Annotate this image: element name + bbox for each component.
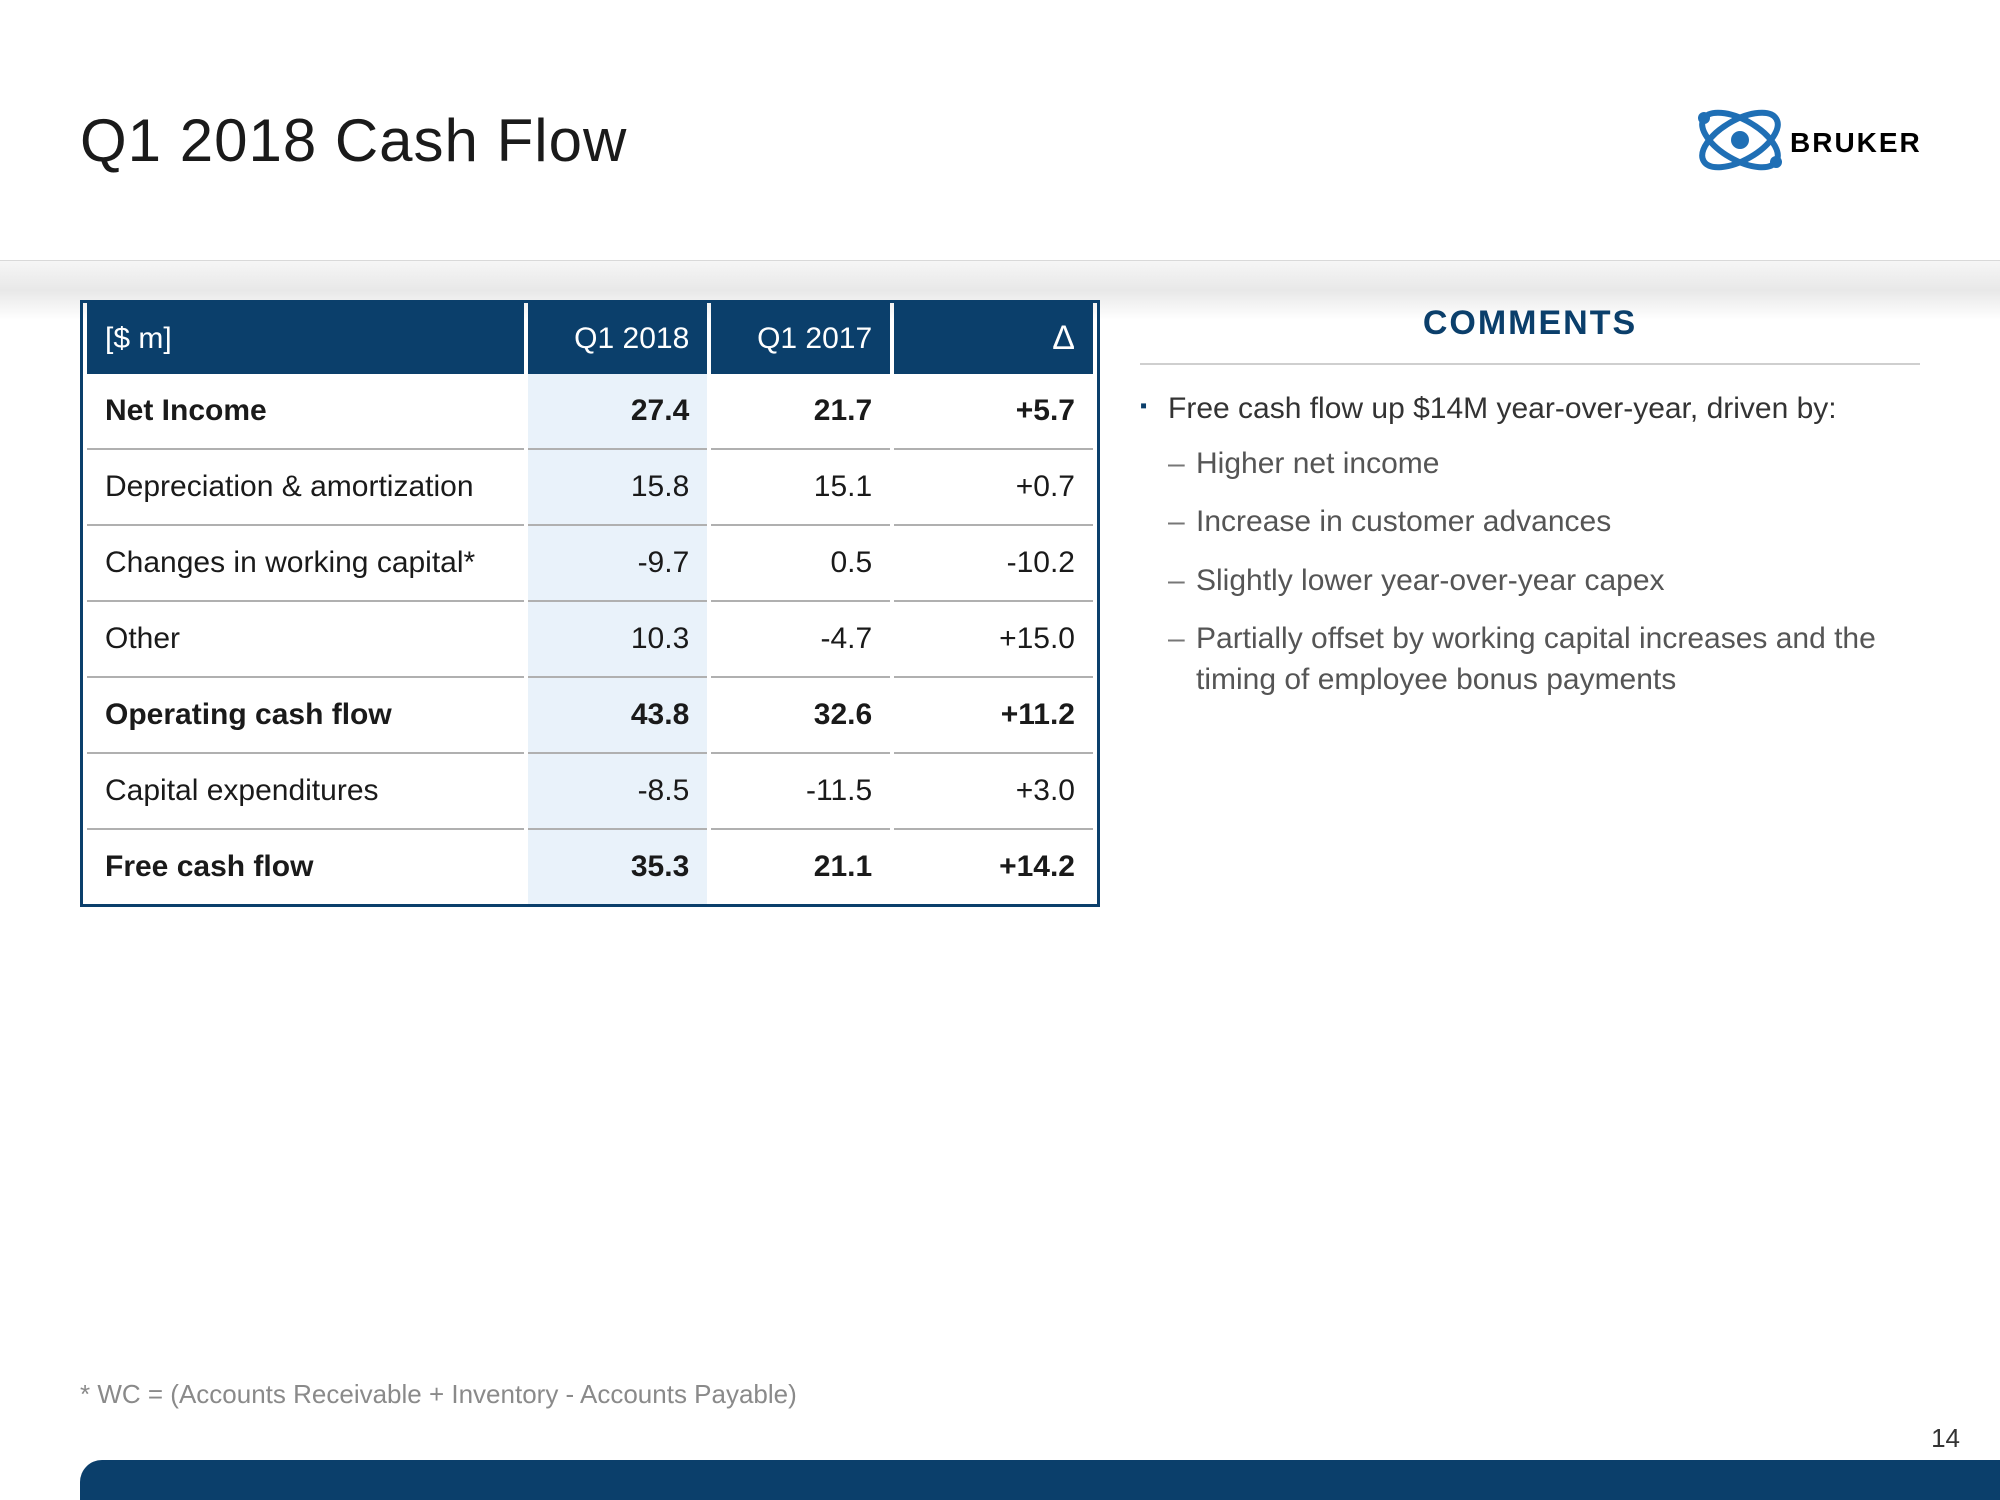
cash-flow-table-wrap: [$ m] Q1 2018 Q1 2017 Δ Net Income 27.4 … — [80, 300, 1100, 907]
footnote: * WC = (Accounts Receivable + Inventory … — [80, 1379, 797, 1410]
table-row: Changes in working capital* -9.7 0.5 -10… — [87, 526, 1093, 602]
comments-list: Free cash flow up $14M year-over-year, d… — [1140, 389, 1920, 700]
company-logo: BRUKER — [1690, 90, 1920, 190]
row-delta: +15.0 — [894, 602, 1093, 678]
row-q1-2018: 15.8 — [528, 450, 707, 526]
col-header-q1-2017: Q1 2017 — [711, 303, 890, 374]
comment-text: Free cash flow up $14M year-over-year, d… — [1168, 392, 1837, 425]
row-label: Operating cash flow — [87, 678, 524, 754]
row-q1-2017: 0.5 — [711, 526, 890, 602]
comments-divider — [1140, 363, 1920, 365]
row-q1-2018: 27.4 — [528, 374, 707, 450]
row-delta: +14.2 — [894, 830, 1093, 904]
table-row: Net Income 27.4 21.7 +5.7 — [87, 374, 1093, 450]
row-q1-2017: 21.7 — [711, 374, 890, 450]
table-row: Capital expenditures -8.5 -11.5 +3.0 — [87, 754, 1093, 830]
row-label: Other — [87, 602, 524, 678]
row-q1-2017: 15.1 — [711, 450, 890, 526]
row-q1-2018: 43.8 — [528, 678, 707, 754]
logo-text: BRUKER — [1790, 127, 1920, 158]
row-delta: +11.2 — [894, 678, 1093, 754]
row-q1-2018: 35.3 — [528, 830, 707, 904]
row-q1-2018: 10.3 — [528, 602, 707, 678]
row-q1-2017: -11.5 — [711, 754, 890, 830]
row-delta: +3.0 — [894, 754, 1093, 830]
comment-subitem: Slightly lower year-over-year capex — [1168, 561, 1920, 602]
row-label: Changes in working capital* — [87, 526, 524, 602]
row-q1-2017: -4.7 — [711, 602, 890, 678]
row-delta: +5.7 — [894, 374, 1093, 450]
col-header-label: [$ m] — [87, 303, 524, 374]
content-row: [$ m] Q1 2018 Q1 2017 Δ Net Income 27.4 … — [80, 300, 1920, 907]
comments-panel: COMMENTS Free cash flow up $14M year-ove… — [1140, 300, 1920, 907]
row-q1-2018: -9.7 — [528, 526, 707, 602]
footer-bar — [80, 1460, 2000, 1500]
row-label: Depreciation & amortization — [87, 450, 524, 526]
table-row: Depreciation & amortization 15.8 15.1 +0… — [87, 450, 1093, 526]
table-row: Free cash flow 35.3 21.1 +14.2 — [87, 830, 1093, 904]
row-delta: +0.7 — [894, 450, 1093, 526]
table-body: Net Income 27.4 21.7 +5.7 Depreciation &… — [87, 374, 1093, 904]
row-q1-2017: 32.6 — [711, 678, 890, 754]
cash-flow-table: [$ m] Q1 2018 Q1 2017 Δ Net Income 27.4 … — [80, 300, 1100, 907]
row-q1-2018: -8.5 — [528, 754, 707, 830]
table-row: Operating cash flow 43.8 32.6 +11.2 — [87, 678, 1093, 754]
title-row: Q1 2018 Cash Flow BRUKER — [80, 90, 1920, 190]
table-row: Other 10.3 -4.7 +15.0 — [87, 602, 1093, 678]
col-header-delta: Δ — [894, 303, 1093, 374]
slide: Q1 2018 Cash Flow BRUKER — [0, 0, 2000, 1500]
comment-subitem: Higher net income — [1168, 444, 1920, 485]
row-label: Capital expenditures — [87, 754, 524, 830]
row-label: Net Income — [87, 374, 524, 450]
atom-logo-icon: BRUKER — [1690, 90, 1920, 190]
row-label: Free cash flow — [87, 830, 524, 904]
page-number: 14 — [1931, 1423, 1960, 1454]
row-delta: -10.2 — [894, 526, 1093, 602]
comment-subitem: Partially offset by working capital incr… — [1168, 619, 1920, 700]
comment-item: Free cash flow up $14M year-over-year, d… — [1140, 389, 1920, 700]
row-q1-2017: 21.1 — [711, 830, 890, 904]
comment-sublist: Higher net income Increase in customer a… — [1168, 444, 1920, 701]
slide-title: Q1 2018 Cash Flow — [80, 106, 627, 175]
comment-subitem: Increase in customer advances — [1168, 502, 1920, 543]
col-header-q1-2018: Q1 2018 — [528, 303, 707, 374]
table-header-row: [$ m] Q1 2018 Q1 2017 Δ — [87, 303, 1093, 374]
comments-title: COMMENTS — [1140, 304, 1920, 343]
